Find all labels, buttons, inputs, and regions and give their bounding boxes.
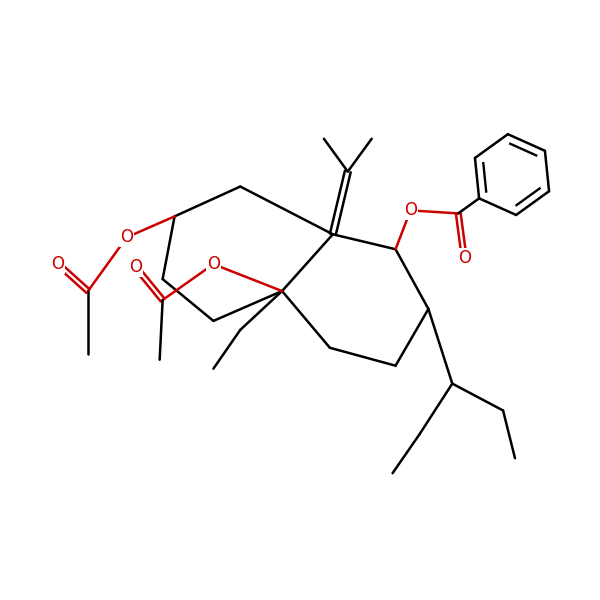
Text: O: O [121,228,133,246]
Text: O: O [404,202,417,220]
Text: O: O [207,255,220,273]
Text: O: O [458,249,471,267]
Text: O: O [129,258,142,276]
Text: O: O [52,255,65,273]
